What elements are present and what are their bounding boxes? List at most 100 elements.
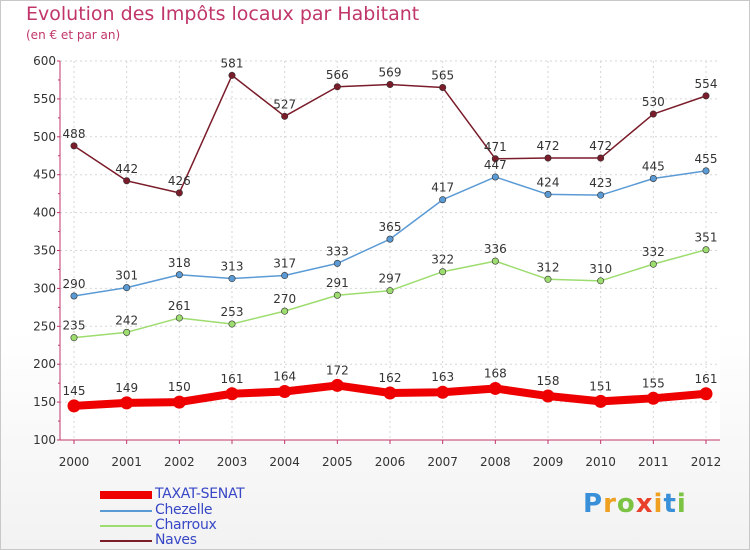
data-label: 455 <box>695 152 718 166</box>
legend-item-taxat-senat: TAXAT-SENAT <box>100 486 360 503</box>
x-tick-label: 2000 <box>59 455 90 469</box>
legend-item-charroux: Charroux <box>100 517 360 534</box>
data-point <box>281 272 289 280</box>
data-label: 164 <box>273 369 296 383</box>
legend-swatch-chezelle <box>100 510 152 512</box>
data-label: 162 <box>379 371 402 385</box>
legend-swatch-taxat-senat <box>100 491 152 499</box>
x-tick-label: 2002 <box>164 455 195 469</box>
data-point <box>544 275 552 283</box>
data-point <box>439 268 447 276</box>
data-point <box>175 189 183 197</box>
data-label: 253 <box>221 305 244 319</box>
chart-title: Evolution des Impôts locaux par Habitant <box>26 3 420 25</box>
x-tick-label: 2010 <box>585 455 616 469</box>
data-label: 332 <box>642 245 665 259</box>
data-label: 530 <box>642 95 665 109</box>
data-label: 312 <box>537 260 560 274</box>
data-point <box>225 387 239 401</box>
data-label: 365 <box>379 220 402 234</box>
x-tick-label: 2009 <box>533 455 564 469</box>
data-label: 158 <box>537 374 560 388</box>
legend-swatch-naves <box>100 540 152 542</box>
data-label: 301 <box>115 269 138 283</box>
data-point <box>436 385 450 399</box>
data-label: 488 <box>63 127 86 141</box>
data-label: 149 <box>115 381 138 395</box>
data-label: 336 <box>484 242 507 256</box>
data-point <box>646 391 660 405</box>
data-point <box>597 191 605 199</box>
data-point <box>175 271 183 279</box>
y-tick-label: 250 <box>33 319 56 333</box>
x-tick-label: 2008 <box>480 455 511 469</box>
data-point <box>383 386 397 400</box>
data-label: 145 <box>63 384 86 398</box>
data-label: 417 <box>431 181 454 195</box>
brand-letter: i <box>676 489 687 519</box>
data-point <box>544 190 552 198</box>
y-tick-label: 600 <box>33 54 56 68</box>
data-label: 242 <box>115 313 138 327</box>
data-label: 471 <box>484 140 507 154</box>
data-point <box>702 92 710 100</box>
data-point <box>386 235 394 243</box>
data-label: 161 <box>695 372 718 386</box>
brand-letter: t <box>663 489 677 519</box>
data-label: 317 <box>273 257 296 271</box>
brand-letter: P <box>583 489 604 519</box>
data-label: 155 <box>642 376 665 390</box>
data-label: 310 <box>589 262 612 276</box>
data-point <box>699 387 713 401</box>
data-point <box>67 399 81 413</box>
data-label: 161 <box>221 372 244 386</box>
x-tick-label: 2007 <box>427 455 458 469</box>
y-tick-label: 100 <box>33 433 56 447</box>
data-point <box>597 277 605 285</box>
data-label: 290 <box>63 277 86 291</box>
data-point <box>488 381 502 395</box>
data-label: 351 <box>695 231 718 245</box>
data-label: 472 <box>537 139 560 153</box>
data-point <box>649 260 657 268</box>
data-point <box>439 84 447 92</box>
data-label: 297 <box>379 272 402 286</box>
x-tick-label: 2003 <box>217 455 248 469</box>
data-label: 566 <box>326 68 349 82</box>
data-label: 322 <box>431 253 454 267</box>
legend-label-naves: Naves <box>155 532 197 548</box>
data-label: 318 <box>168 256 191 270</box>
x-tick-label: 2005 <box>322 455 353 469</box>
brand-logo: Proxiti <box>583 489 687 519</box>
data-label: 270 <box>273 292 296 306</box>
brand-letter: i <box>653 489 664 519</box>
data-label: 527 <box>273 97 296 111</box>
data-label: 291 <box>326 276 349 290</box>
legend-swatch-charroux <box>100 525 152 527</box>
chart-subtitle: (en € et par an) <box>26 28 121 42</box>
data-point <box>491 173 499 181</box>
data-label: 445 <box>642 159 665 173</box>
brand-letter: r <box>603 489 617 519</box>
y-tick-label: 500 <box>33 130 56 144</box>
data-point <box>172 395 186 409</box>
data-point <box>123 328 131 336</box>
legend-item-chezelle: Chezelle <box>100 502 360 519</box>
data-point <box>123 177 131 185</box>
y-tick-label: 200 <box>33 357 56 371</box>
data-point <box>597 154 605 162</box>
data-point <box>281 307 289 315</box>
data-point <box>702 246 710 254</box>
data-label: 569 <box>379 65 402 79</box>
data-label: 424 <box>537 175 560 189</box>
data-label: 168 <box>484 366 507 380</box>
x-tick-label: 2006 <box>375 455 406 469</box>
data-label: 447 <box>484 158 507 172</box>
data-point <box>70 292 78 300</box>
data-point <box>175 314 183 322</box>
x-tick-label: 2004 <box>269 455 300 469</box>
data-point <box>702 167 710 175</box>
data-label: 333 <box>326 244 349 258</box>
data-point <box>333 259 341 267</box>
brand-letter: o <box>616 489 636 519</box>
